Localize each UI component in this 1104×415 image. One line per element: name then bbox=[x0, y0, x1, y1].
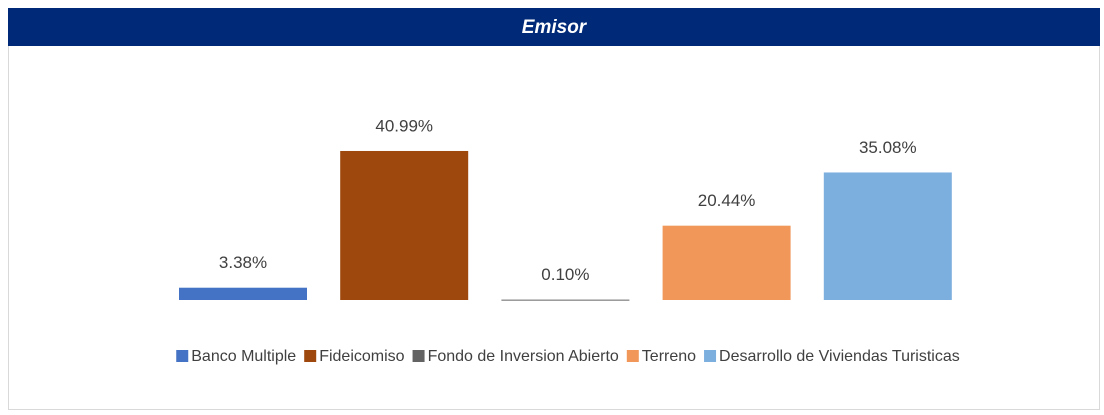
data-label: 35.08% bbox=[859, 138, 917, 157]
legend-label: Banco Multiple bbox=[191, 348, 296, 365]
bar bbox=[823, 172, 952, 300]
bar bbox=[501, 299, 630, 301]
bar bbox=[179, 287, 307, 300]
bar bbox=[662, 225, 791, 300]
data-label: 3.38% bbox=[219, 253, 267, 272]
legend-swatch bbox=[704, 350, 717, 362]
data-label: 0.10% bbox=[541, 265, 589, 284]
legend-label: Fideicomiso bbox=[319, 348, 404, 365]
legend-swatch bbox=[412, 350, 425, 362]
chart-title: Emisor bbox=[522, 17, 588, 38]
legend-swatch bbox=[176, 350, 189, 362]
legend-label: Desarrollo de Viviendas Turisticas bbox=[719, 348, 960, 365]
data-label: 20.44% bbox=[698, 191, 756, 210]
legend-label: Terreno bbox=[642, 348, 696, 365]
data-label: 40.99% bbox=[375, 116, 433, 135]
bar bbox=[340, 150, 469, 300]
legend: Banco Multiple Fideicomiso Fondo de Invers… bbox=[176, 348, 960, 365]
legend-swatch bbox=[304, 350, 317, 362]
legend-label: Fondo de Inversion Abierto bbox=[428, 348, 619, 365]
header-bar bbox=[8, 8, 1100, 46]
legend-swatch bbox=[626, 350, 639, 362]
